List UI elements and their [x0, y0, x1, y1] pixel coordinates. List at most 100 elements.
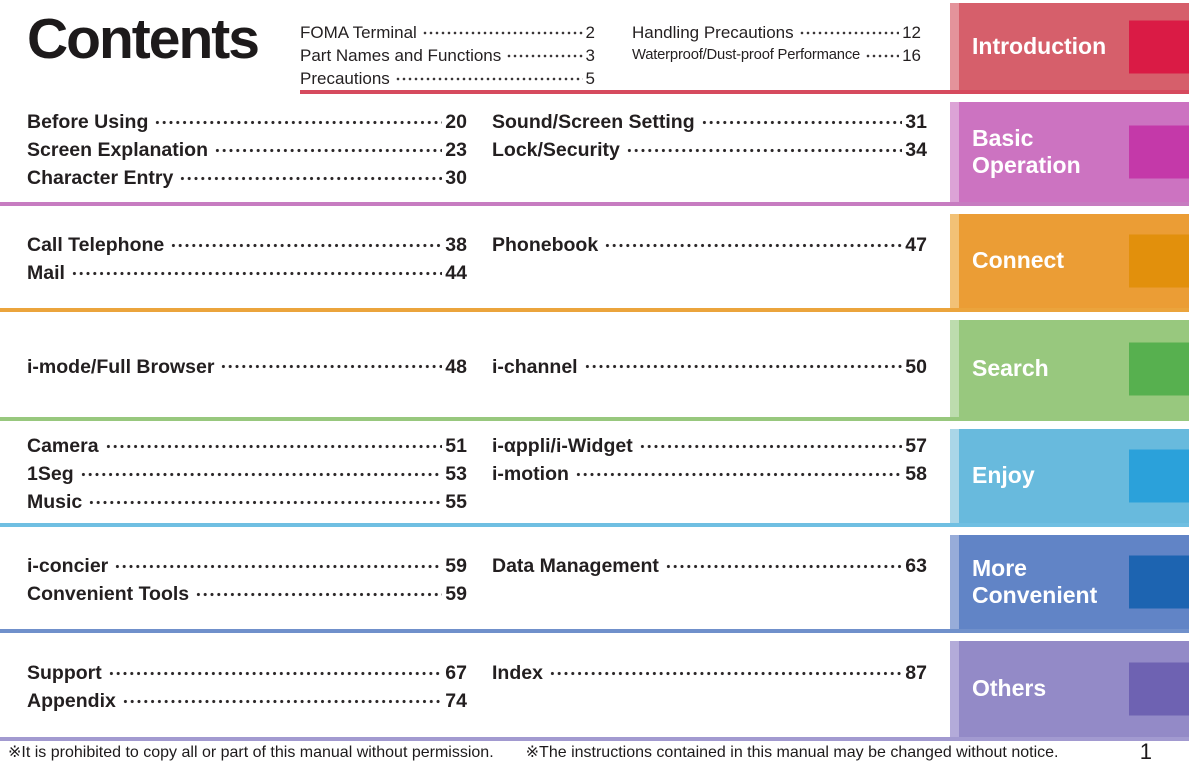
- tab-enjoy: Enjoy: [950, 421, 1189, 527]
- section-divider: [0, 737, 1189, 741]
- tab: Search: [950, 320, 1189, 417]
- dot-leader: [700, 108, 903, 136]
- entry-page: 20: [445, 111, 467, 133]
- dot-leader: [638, 432, 903, 460]
- toc-entry: Support 67: [27, 659, 467, 687]
- toc-entry: Convenient Tools 59: [27, 580, 467, 608]
- toc-entry: Handling Precautions 12: [632, 21, 921, 44]
- section-divider: [300, 90, 1189, 94]
- entry-label: Convenient Tools: [27, 583, 190, 605]
- toc-entry: i-motion 58: [492, 460, 927, 488]
- page-title: Contents: [27, 7, 260, 71]
- entry-page: 48: [445, 355, 467, 378]
- tab-label: Search: [972, 354, 1049, 381]
- entry-page: 67: [445, 662, 467, 684]
- section-more-convenient: i-concier 59 Convenient Tools 59 Data Mana…: [0, 527, 1189, 633]
- entry-label: Mail: [27, 262, 65, 284]
- dot-leader: [213, 136, 443, 164]
- tab-strip: [950, 429, 959, 523]
- entry-page: 5: [585, 69, 595, 88]
- toc-entry: Precautions 5: [300, 67, 595, 90]
- entry-label: Call Telephone: [27, 234, 165, 256]
- toc-entry: Call Telephone 38: [27, 231, 467, 259]
- tab-strip: [950, 641, 959, 737]
- tab-body: Enjoy: [959, 429, 1189, 523]
- intro-column-2: Handling Precautions 12 Waterproof/Dust-p…: [632, 21, 921, 67]
- entry-label: Music: [27, 491, 83, 513]
- entry-page: 50: [905, 355, 927, 378]
- tab-basic-operation: Basic Operation: [950, 94, 1189, 206]
- section-content: Support 67 Appendix 74 Index 87: [0, 633, 950, 741]
- tab: Enjoy: [950, 429, 1189, 523]
- dot-leader: [604, 231, 903, 259]
- tab-square: [1129, 662, 1189, 716]
- dot-leader: [179, 164, 443, 192]
- entry-label: Character Entry: [27, 167, 174, 189]
- section-divider: [0, 523, 1189, 527]
- tab: Connect: [950, 214, 1189, 308]
- entry-page: 51: [445, 435, 467, 457]
- entry-page: 34: [905, 139, 927, 161]
- toc-entry: Music 55: [27, 488, 467, 516]
- dot-leader: [154, 108, 443, 136]
- footer: ※It is prohibited to copy all or part of…: [0, 739, 1189, 764]
- dot-leader: [574, 460, 903, 488]
- entry-page: 59: [445, 555, 467, 577]
- section-basic-operation: Before Using 20 Screen Explanation 23 Char…: [0, 94, 1189, 206]
- entry-page: 53: [445, 463, 467, 485]
- toc-entry: 1Seg 53: [27, 460, 467, 488]
- dot-leader: [548, 659, 903, 687]
- tab-body: Others: [959, 641, 1189, 737]
- dot-leader: [394, 67, 583, 90]
- tab-strip: [950, 102, 959, 202]
- toc-entry: Part Names and Functions 3: [300, 44, 595, 67]
- section-content: i-mode/Full Browser 48 i-channel 50: [0, 312, 950, 421]
- toc-entry: Before Using 20: [27, 108, 467, 136]
- entry-page: 87: [905, 662, 927, 684]
- tab-strip: [950, 3, 959, 90]
- entry-label: FOMA Terminal: [300, 23, 417, 42]
- tab-label: More Convenient: [972, 554, 1098, 608]
- toc-entry: Appendix 74: [27, 687, 467, 715]
- section-content: Call Telephone 38 Mail 44 Phonebook 47: [0, 206, 950, 312]
- toc-entry: Data Management 63: [492, 552, 927, 580]
- tab-introduction: Introduction: [950, 0, 1189, 94]
- entry-page: 38: [445, 234, 467, 256]
- entry-label: Support: [27, 662, 102, 684]
- dot-leader: [88, 488, 443, 516]
- entry-label: i-mode/Full Browser: [27, 355, 215, 378]
- dot-leader: [107, 659, 443, 687]
- dot-leader: [421, 21, 583, 44]
- dot-leader: [114, 552, 443, 580]
- toc-entry: i-channel 50: [492, 352, 927, 381]
- entry-label: Waterproof/Dust-proof Performance: [632, 47, 861, 63]
- dot-leader: [70, 259, 443, 287]
- entry-page: 30: [445, 167, 467, 189]
- entry-page: 55: [445, 491, 467, 513]
- page-number: 1: [1139, 739, 1152, 764]
- tab-strip: [950, 320, 959, 417]
- tab-label: Enjoy: [972, 462, 1035, 489]
- tab-search: Search: [950, 312, 1189, 421]
- tab: Others: [950, 641, 1189, 737]
- intro-content: Contents FOMA Terminal 2 Part Names and F…: [0, 0, 950, 94]
- section-content: i-concier 59 Convenient Tools 59 Data Mana…: [0, 527, 950, 633]
- toc-entry: i-mode/Full Browser 48: [27, 352, 467, 381]
- tab-body: Search: [959, 320, 1189, 417]
- section-content: Before Using 20 Screen Explanation 23 Char…: [0, 94, 950, 206]
- toc-entry: i-concier 59: [27, 552, 467, 580]
- tab-label: Connect: [972, 247, 1064, 274]
- section-search: i-mode/Full Browser 48 i-channel 50 Search: [0, 312, 1189, 421]
- entry-label: i-αppli/i-Widget: [492, 435, 633, 457]
- dot-leader: [506, 44, 583, 67]
- intro-columns: FOMA Terminal 2 Part Names and Functions 3…: [300, 21, 950, 90]
- entry-page: 74: [445, 690, 467, 712]
- dot-leader: [170, 231, 443, 259]
- dot-leader: [79, 460, 443, 488]
- tab-connect: Connect: [950, 206, 1189, 312]
- entry-page: 63: [905, 555, 927, 577]
- toc-entry: Lock/Security 34: [492, 136, 927, 164]
- toc-entry: Index 87: [492, 659, 927, 687]
- tab-strip: [950, 214, 959, 308]
